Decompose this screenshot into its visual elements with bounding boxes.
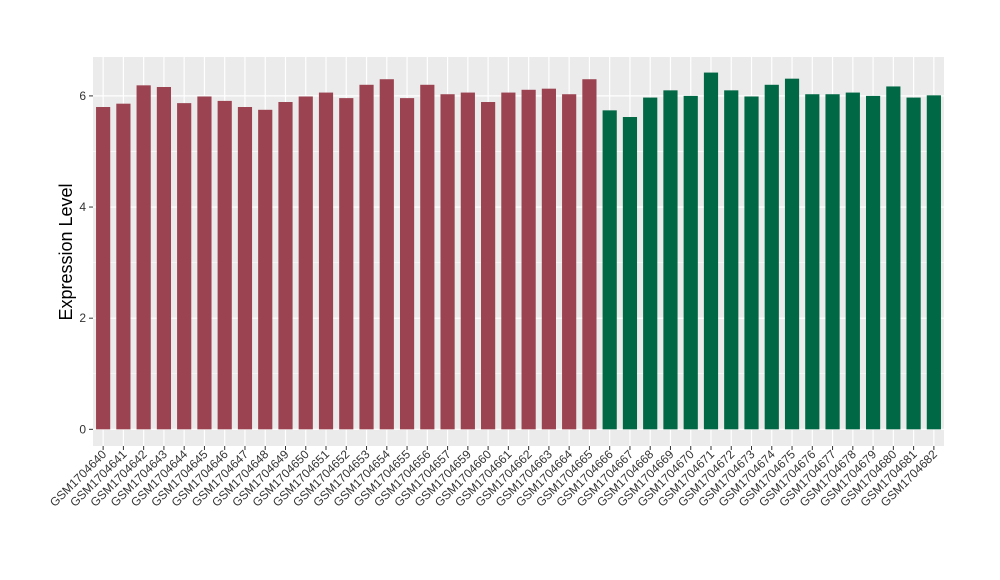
bar-GSM1704670 — [683, 95, 698, 430]
bar-GSM1704669 — [663, 90, 678, 430]
bar-GSM1704644 — [177, 103, 192, 430]
bar-GSM1704665 — [582, 79, 597, 430]
bar-GSM1704645 — [197, 96, 212, 430]
x-axis: GSM1704640GSM1704641GSM1704642GSM1704643… — [47, 446, 940, 509]
bar-GSM1704671 — [703, 72, 719, 430]
bar-GSM1704646 — [217, 100, 232, 430]
bar-GSM1704668 — [643, 97, 658, 430]
bar-GSM1704652 — [339, 98, 354, 430]
bar-GSM1704679 — [865, 95, 881, 430]
bar-GSM1704675 — [784, 78, 800, 430]
bar-GSM1704655 — [399, 98, 415, 430]
y-tick-label: 0 — [79, 422, 86, 436]
bar-GSM1704664 — [562, 94, 577, 430]
y-axis: 0 2 4 6 — [79, 89, 93, 436]
bar-GSM1704667 — [622, 117, 638, 430]
bars — [96, 72, 941, 430]
bar-GSM1704682 — [926, 95, 941, 430]
bar-GSM1704651 — [318, 92, 334, 430]
bar-GSM1704643 — [156, 87, 172, 430]
y-tick-label: 6 — [79, 89, 86, 103]
y-axis-title: Expression Level — [56, 183, 76, 320]
bar-GSM1704678 — [845, 92, 860, 430]
bar-GSM1704659 — [460, 92, 475, 430]
bar-GSM1704647 — [237, 107, 253, 430]
bar-GSM1704649 — [278, 102, 293, 430]
bar-GSM1704681 — [906, 97, 921, 430]
bar-GSM1704660 — [481, 102, 496, 430]
plot-panel — [93, 57, 944, 446]
bar-GSM1704674 — [764, 84, 779, 430]
minor-gridlines — [93, 151, 944, 375]
bar-GSM1704640 — [96, 107, 111, 430]
bar-GSM1704657 — [440, 94, 455, 430]
bar-GSM1704663 — [541, 88, 556, 430]
bar-GSM1704641 — [116, 103, 131, 430]
bar-GSM1704654 — [379, 79, 394, 430]
bar-GSM1704661 — [501, 92, 516, 430]
bar-GSM1704653 — [359, 84, 374, 430]
bar-GSM1704662 — [521, 89, 536, 430]
bar-GSM1704676 — [805, 94, 820, 430]
bar-GSM1704666 — [602, 110, 617, 430]
bar-GSM1704680 — [886, 86, 901, 430]
y-tick-label: 4 — [79, 200, 86, 214]
bar-GSM1704677 — [825, 94, 840, 430]
bar-GSM1704656 — [420, 84, 435, 430]
bar-GSM1704650 — [298, 96, 313, 430]
bar-GSM1704648 — [258, 109, 273, 430]
bar-GSM1704642 — [136, 85, 151, 430]
bar-GSM1704673 — [744, 96, 759, 430]
y-tick-label: 2 — [79, 311, 86, 325]
bar-GSM1704672 — [724, 90, 739, 430]
